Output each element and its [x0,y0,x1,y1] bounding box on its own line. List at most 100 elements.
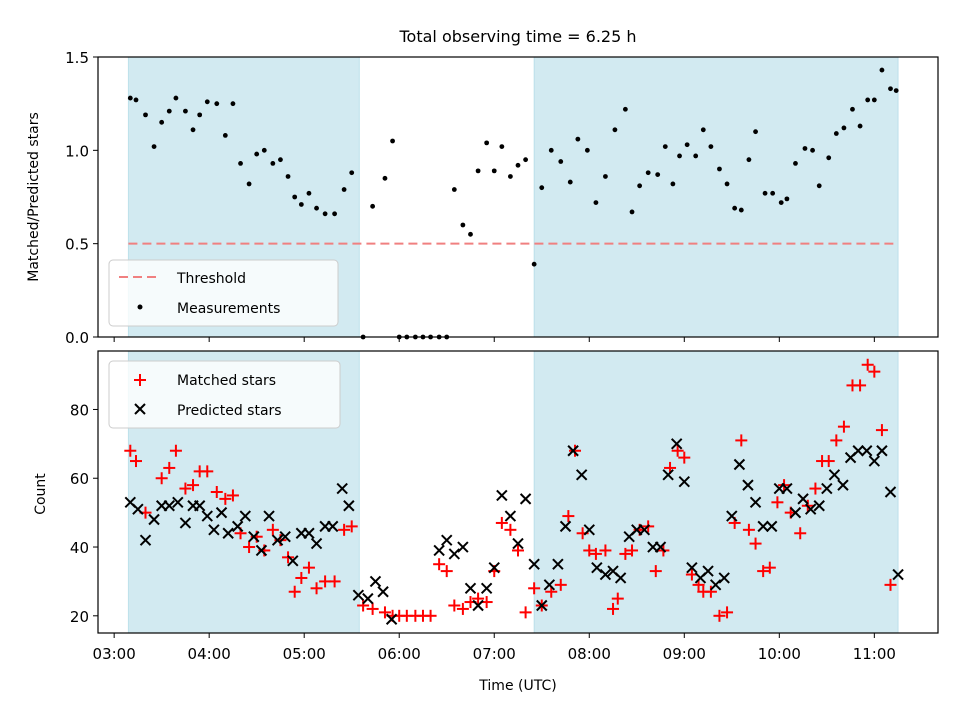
measurement-point [793,161,798,166]
matched-star-point [830,434,843,447]
measurement-point [183,108,188,114]
predicted-star-point [448,548,461,560]
measurement-point [285,174,291,179]
measurement-point [833,131,839,136]
measurement-point [612,127,618,133]
predicted-star-point [310,537,323,550]
x-tick-label: 08:00 [568,645,611,663]
predicted-star-point [614,572,627,584]
bottom-legend-box [108,360,341,429]
predicted-star-point [749,496,762,509]
measurement-point [261,147,267,153]
x-tick-label: 10:00 [758,645,801,663]
predicted-star-point [519,493,532,505]
matched-star-point [822,455,835,468]
measurement-point [637,183,643,189]
predicted-star-point [271,534,284,546]
threshold-legend-label: Threshold [176,271,246,287]
predicted-star-point [369,575,382,588]
predicted-star-point [488,561,500,574]
y-tick-label: 40 [70,539,89,557]
matched-star-point [611,592,624,605]
x-axis-label: Time (UTC) [478,678,556,694]
measurement-point [143,112,148,118]
predicted-star-point [591,561,603,574]
measurement-point [499,144,505,150]
measurement-point [879,67,885,73]
x-tick-label: 05:00 [283,645,326,663]
matched-star-point [433,558,446,571]
measurement-point [539,185,545,191]
matched-star-point [210,486,223,498]
predicted-star-point [480,582,493,594]
matched-star-point [201,465,214,478]
predicted-star-point [239,510,251,522]
matched-star-point [288,585,301,598]
predicted-star-point [231,520,244,533]
measurement-point [865,97,871,103]
predicted-star-point [567,445,579,457]
matched-star-point [671,444,684,457]
predicted-star-point [861,445,873,457]
matched-star-point [599,544,612,557]
predicted-star-point [709,579,722,591]
matched-star-point [243,541,256,554]
predicted-star-point [813,500,825,512]
matched-star-point [512,544,524,557]
predicted-star-point [472,599,484,612]
measurement-point [484,140,490,146]
measurement-point [190,127,196,133]
matched-star-point [163,461,176,474]
predicted-star-point [718,572,730,584]
matched-star-point [884,578,897,591]
predicted-star-point [193,500,206,512]
matched-star-point [155,472,168,485]
predicted-star-point [512,537,524,550]
bottom-y-axis-ticks: 20 40 60 80 [70,401,98,626]
matched-star-point [861,358,874,371]
measurement-point [629,209,635,215]
predicted-star-point [208,524,220,536]
predicted-star-point [789,506,802,519]
measurement-point [684,142,690,148]
measurement-point [841,125,847,131]
measurement-point [784,196,790,202]
measurement-point [645,170,651,176]
predicted-star-point [837,479,849,491]
measurements-legend-swatch [137,304,143,310]
measurement-point [306,190,312,196]
predicted-star-point [892,568,904,581]
measurement-point [292,194,298,200]
x-tick-label: 07:00 [473,645,516,663]
measurement-point [468,231,473,237]
measurement-point [159,119,165,125]
y-tick-label: 0.0 [65,329,89,347]
measurement-point [507,174,513,179]
measurement-point [460,222,466,228]
matched-star-point [589,547,602,560]
predicted-star-point [543,579,556,591]
matched-star-point [504,523,517,536]
matched-star-point [124,444,137,457]
measurement-point [127,95,133,101]
matched-star-point [424,609,437,622]
measurement-point [893,88,899,93]
predicted-star-point [852,445,864,457]
matched-star-point [809,482,822,495]
measurement-point [370,203,376,209]
matched-star-point [763,561,776,574]
measurement-point [732,205,738,211]
predicted-star-point [163,500,175,512]
measurement-point [622,106,628,112]
measurement-point [491,168,497,174]
matched-star-point [713,609,726,622]
predicted-star-point [336,482,348,495]
measurement-point [270,161,276,166]
predicted-star-point [654,541,667,553]
predicted-star-point [742,479,754,491]
matched-star-point [875,424,888,437]
measurement-point [584,147,590,153]
matched-star-point [771,496,784,509]
predicted-star-point [686,561,698,574]
matched-star-point [226,489,239,502]
